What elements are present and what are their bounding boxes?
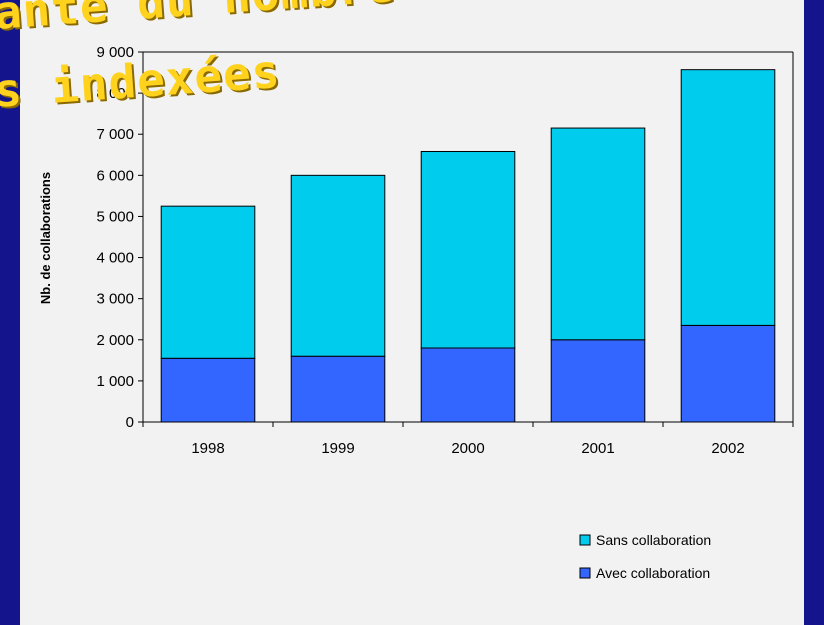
bar-avec-collaboration-1999 xyxy=(290,355,386,423)
x-axis-ticks: 1998 1999 2000 2001 2002 xyxy=(142,422,794,457)
bar-sans-collaboration-1999 xyxy=(290,174,386,357)
chart-panel xyxy=(20,0,804,625)
y-tick-label: 8 000 xyxy=(96,85,134,102)
y-axis-ticks: 0 1 000 2 000 3 000 4 000 5 000 6 000 7 000 8 00… xyxy=(96,44,143,431)
x-tick-label: 1998 xyxy=(191,440,224,457)
legend-sans-collaboration-label: Sans collaboration xyxy=(596,532,711,548)
bar-avec-collaboration-2001 xyxy=(550,339,646,423)
bar-sans-collaboration-2002 xyxy=(680,69,776,326)
legend-avec-collaboration-swatch xyxy=(579,567,591,579)
axes xyxy=(142,51,794,423)
x-tick-label: 2000 xyxy=(451,440,484,457)
bars xyxy=(160,69,776,423)
bar-sans-collaboration-2001 xyxy=(550,127,646,341)
y-axis-title: Nb. de collaborations xyxy=(38,172,53,304)
y-tick-label: 9 000 xyxy=(96,44,134,61)
y-tick-label: 6 000 xyxy=(96,167,134,184)
bar-avec-collaboration-1998 xyxy=(160,357,256,423)
y-tick-label: 2 000 xyxy=(96,332,134,349)
bar-sans-collaboration-1998 xyxy=(160,205,256,359)
x-tick-label: 2002 xyxy=(711,440,744,457)
y-tick-label: 5 000 xyxy=(96,208,134,225)
x-tick-label: 1999 xyxy=(321,440,354,457)
y-tick-label: 1 000 xyxy=(96,373,134,390)
bar-avec-collaboration-2002 xyxy=(680,324,776,423)
legend: Sans collaboration Avec collaboration xyxy=(579,532,711,581)
bar-avec-collaboration-2000 xyxy=(420,347,516,423)
legend-sans-collaboration-swatch xyxy=(579,534,591,546)
legend-avec-collaboration-label: Avec collaboration xyxy=(596,565,710,581)
y-tick-label: 7 000 xyxy=(96,126,134,143)
y-tick-label: 0 xyxy=(126,414,134,431)
bar-sans-collaboration-2000 xyxy=(420,150,516,349)
y-tick-label: 3 000 xyxy=(96,291,134,308)
x-tick-label: 2001 xyxy=(581,440,614,457)
y-tick-label: 4 000 xyxy=(96,250,134,267)
